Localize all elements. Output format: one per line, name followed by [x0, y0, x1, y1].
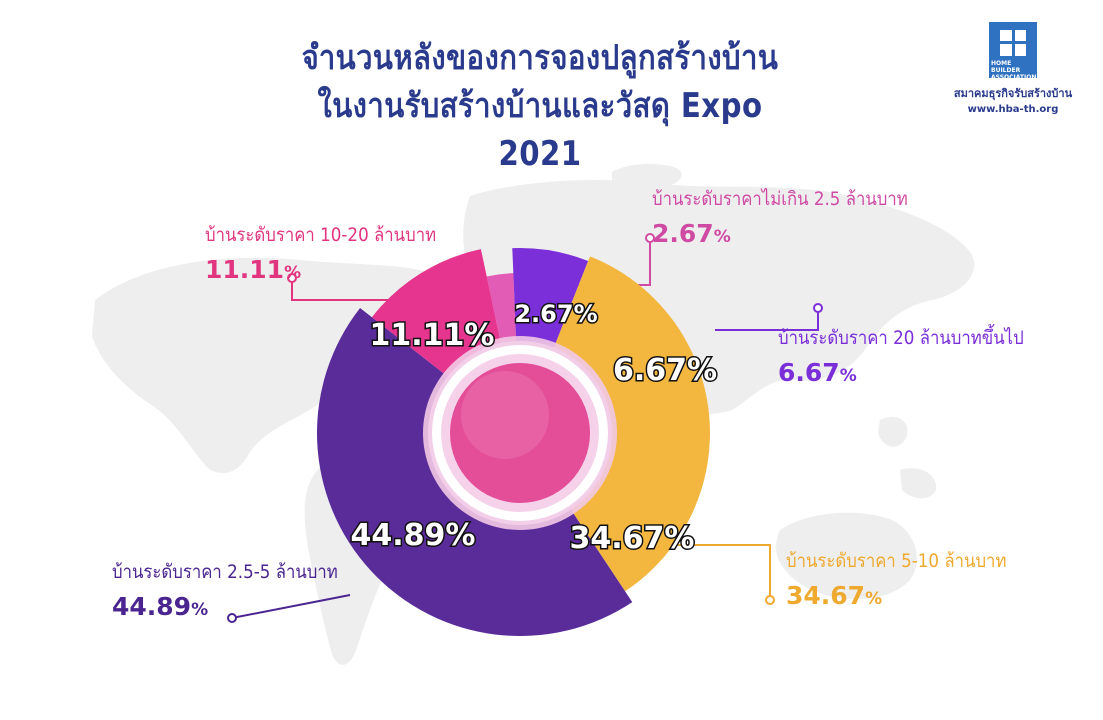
callout-value: 6.67% [778, 360, 1057, 385]
connector-line-over-20m [715, 308, 819, 331]
callout-name: บ้านระดับราคา 5-10 ล้านบาท [786, 550, 1007, 572]
connector-dot-10-20m [287, 273, 297, 283]
callout-10-20m: บ้านระดับราคา 10-20 ล้านบาท 11.11% [205, 224, 468, 283]
house-window-icon: HOME BUILDER ASSOCIATION [989, 22, 1037, 81]
data-label-5-10m: 34.67% [570, 521, 695, 556]
website-url: www.hba-th.org [967, 104, 1059, 115]
center-hub-highlight [461, 371, 549, 459]
chart-title-line-1: จำนวนหลังของการจองปลูกสร้างบ้าน [301, 38, 779, 78]
connector-line-2-5-5m [231, 594, 351, 619]
callout-name: บ้านระดับราคาไม่เกิน 2.5 ล้านบาท [652, 188, 908, 210]
callout-value-number: 6.67 [778, 358, 840, 387]
callout-value-unit: % [284, 263, 302, 283]
logo-mark-text: HOME BUILDER ASSOCIATION [991, 60, 1037, 81]
chart-title-line-2: ในงานรับสร้างบ้านและวัสดุ Expo 2021 [317, 86, 763, 174]
connector-dot-over-20m [813, 303, 823, 313]
pie-slice-under-2-5m [486, 273, 517, 344]
callout-2-5-5m: บ้านระดับราคา 2.5-5 ล้านบาท 44.89% [112, 561, 369, 620]
callout-name: บ้านระดับราคา 2.5-5 ล้านบาท [112, 561, 338, 583]
center-hub [423, 336, 617, 530]
callout-value: 44.89% [112, 594, 369, 619]
connector-line-5-10m [668, 544, 771, 600]
callout-5-10m: บ้านระดับราคา 5-10 ล้านบาท 34.67% [786, 550, 1037, 609]
pie-slice-2-5-5m [317, 307, 633, 636]
connector-dot-5-10m [765, 595, 775, 605]
callout-name: บ้านระดับราคา 20 ล้านบาทขึ้นไป [778, 327, 1024, 349]
callout-value-unit: % [839, 366, 857, 386]
callout-over-20m: บ้านระดับราคา 20 ล้านบาทขึ้นไป 6.67% [778, 327, 1057, 386]
callout-value: 34.67% [786, 583, 1037, 608]
callout-name: บ้านระดับราคา 10-20 ล้านบาท [205, 224, 437, 246]
data-label-10-20m: 11.11% [370, 318, 495, 353]
data-label-2-5-5m: 44.89% [351, 518, 476, 553]
association-logo: HOME BUILDER ASSOCIATION สมาคมธุรกิจรับส… [938, 22, 1088, 115]
chart-title: จำนวนหลังของการจองปลูกสร้างบ้าน ในงานรับ… [273, 34, 806, 178]
label-connectors [227, 233, 823, 623]
pie-slice-over-20m [512, 248, 589, 348]
pie-slice-5-10m [553, 256, 710, 592]
data-label-over-20m: 6.67% [613, 353, 717, 388]
organization-name: สมาคมธุรกิจรับสร้างบ้าน [953, 87, 1073, 100]
slice-labels: 2.67% 6.67% 34.67% 44.89% 11.11% [349, 299, 719, 558]
callout-value-number: 11.11 [205, 255, 285, 284]
connector-dot-2-5-5m [227, 613, 237, 623]
callout-value-unit: % [191, 600, 209, 620]
pie-slices [317, 248, 710, 636]
callout-value: 2.67% [652, 221, 943, 246]
callout-value-number: 34.67 [786, 581, 866, 610]
callout-under-2-5m: บ้านระดับราคาไม่เกิน 2.5 ล้านบาท 2.67% [652, 188, 943, 247]
data-label-under-2-5m: 2.67% [514, 300, 597, 328]
center-hub-core [450, 363, 590, 503]
callout-value-unit: % [865, 589, 883, 609]
pie-slice-10-20m [371, 249, 501, 377]
callout-value-number: 44.89 [112, 592, 192, 621]
callout-value-unit: % [713, 227, 731, 247]
connector-dot-under-2-5m [645, 233, 655, 243]
callout-value-number: 2.67 [652, 219, 714, 248]
connector-line-10-20m [291, 278, 400, 301]
callout-value: 11.11% [205, 257, 468, 282]
